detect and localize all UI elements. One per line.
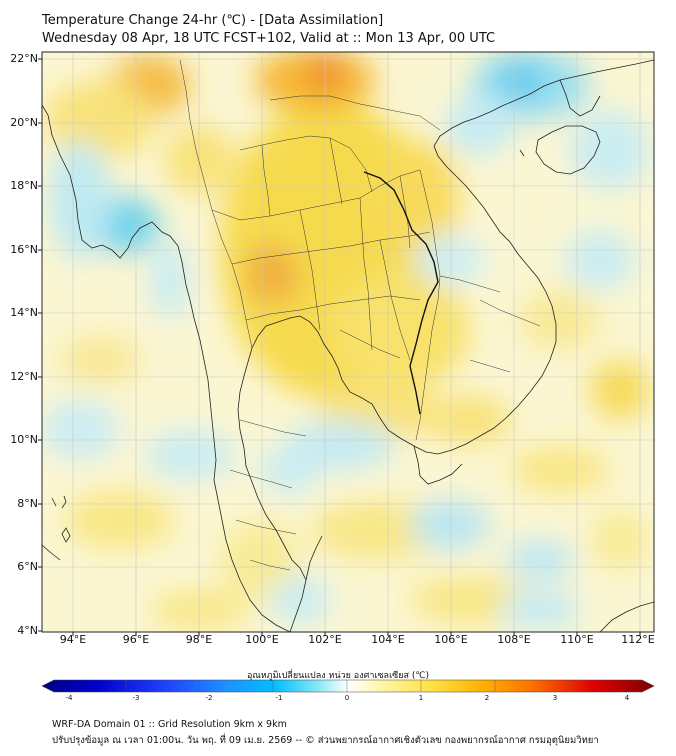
lon-label: 104°E [371, 633, 405, 646]
colorbar-tick: 0 [344, 694, 350, 702]
lat-label: 6°N [17, 560, 38, 573]
title-block: Temperature Change 24-hr (℃) - [Data Ass… [42, 12, 495, 48]
lon-label: 106°E [434, 633, 468, 646]
lon-label: 94°E [59, 633, 87, 646]
coastlines [42, 59, 654, 632]
colorbar-tick: 2 [484, 694, 490, 702]
map-subtitle: Wednesday 08 Apr, 18 UTC FCST+102, Valid… [42, 31, 496, 46]
colorbar-tick: -2 [205, 694, 213, 702]
footer-line-2: ปรับปรุงข้อมูล ณ เวลา 01:00น. วัน พฤ. ที… [52, 735, 599, 746]
lat-label: 8°N [17, 497, 38, 510]
lon-label: 112°E [621, 633, 655, 646]
lat-label: 20°N [10, 116, 38, 129]
mekong-border [363, 171, 439, 415]
colorbar-tick: -4 [65, 694, 73, 702]
colorbar-tick: -1 [275, 694, 283, 702]
lon-label: 100°E [245, 633, 279, 646]
axis-ticks [38, 58, 641, 636]
colorbar-tick: 3 [552, 694, 558, 702]
lat-label: 22°N [10, 52, 38, 65]
lon-label: 108°E [497, 633, 531, 646]
colorbar-title: อุณหภูมิเปลี่ยนแปลง หน่วย องศาเซลเซียส (… [246, 671, 430, 681]
lat-label: 16°N [10, 243, 38, 256]
footer-line-1: WRF-DA Domain 01 :: Grid Resolution 9km … [52, 719, 287, 730]
map-frame [41, 51, 655, 633]
lon-label: 96°E [122, 633, 150, 646]
lat-label: 4°N [17, 624, 38, 637]
colorbar-tick: 1 [418, 694, 424, 702]
colorbar-tick: 4 [624, 694, 630, 702]
colorbar-bar [41, 679, 655, 693]
lat-label: 18°N [10, 179, 38, 192]
graticule [42, 52, 654, 632]
map-title: Temperature Change 24-hr (℃) - [Data Ass… [42, 13, 384, 28]
colorbar-tick: -3 [132, 694, 140, 702]
lon-label: 110°E [560, 633, 594, 646]
temperature-field [42, 52, 654, 632]
colorbar-dividers [125, 680, 569, 692]
lat-label: 10°N [10, 433, 38, 446]
lat-label: 12°N [10, 370, 38, 383]
admin-borders [179, 59, 541, 571]
lon-label: 102°E [308, 633, 342, 646]
lon-label: 98°E [185, 633, 213, 646]
colorbar [41, 679, 655, 693]
lat-label: 14°N [10, 306, 38, 319]
